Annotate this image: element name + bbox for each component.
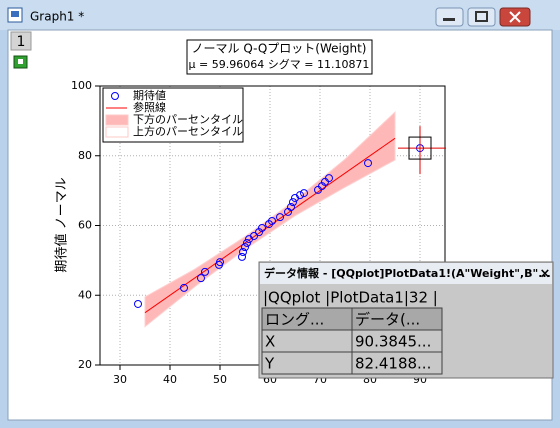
data-point — [197, 274, 205, 283]
data-point — [134, 299, 142, 308]
data-point — [287, 203, 295, 212]
data-point — [250, 231, 258, 240]
x-tick-label: 40 — [163, 373, 177, 386]
reference-line — [144, 137, 396, 314]
legend-label: 参照線 — [133, 100, 166, 114]
data-point — [243, 238, 251, 247]
chart-subtitle: μ = 59.96064 シグマ = 11.10871 — [189, 57, 370, 71]
x-tick-label: 30 — [113, 373, 127, 386]
data-point — [325, 174, 333, 183]
legend-label: 期待値 — [133, 88, 166, 102]
panel-path: |QQplot |PlotData1|32 | — [263, 289, 438, 307]
cell-text: 82.4188... — [355, 355, 431, 373]
header-text: データ(... — [355, 311, 420, 329]
data-point — [258, 223, 266, 232]
close-glyph — [509, 11, 521, 23]
title-box — [186, 39, 373, 75]
maximize-button[interactable] — [467, 7, 496, 27]
data-point — [238, 252, 246, 261]
panel-title: データ情報 - [QQplot]PlotData1!(A"Weight",B".… — [264, 266, 551, 280]
data-point — [268, 216, 276, 225]
legend-symbol — [111, 92, 119, 100]
cell — [261, 329, 353, 353]
title-bar — [0, 0, 560, 30]
panel-title-bar — [260, 263, 552, 284]
x-tick-label: 50 — [213, 373, 227, 386]
cursor-box — [408, 136, 432, 160]
minimize-button[interactable] — [435, 7, 464, 27]
legend-label: 上方のパーセンタイル — [133, 124, 243, 138]
info-panel: データ情報 - [QQplot]PlotData1!(A"Weight",B".… — [258, 261, 554, 379]
data-point — [239, 248, 247, 257]
data-point — [289, 198, 297, 207]
panel-close[interactable]: × — [540, 267, 551, 282]
cell-text: X — [265, 333, 275, 351]
y-tick-label: 100 — [71, 79, 92, 92]
legend-symbol — [105, 126, 129, 138]
percentile-band — [144, 110, 396, 328]
data-point — [216, 258, 224, 267]
layer-tab[interactable] — [10, 31, 32, 51]
cell — [351, 351, 443, 375]
lock-glyph — [18, 59, 23, 64]
data-point — [276, 213, 284, 222]
data-point — [300, 189, 308, 198]
data-point — [180, 283, 188, 292]
cell-text: Y — [264, 355, 275, 373]
layer-number: 1 — [17, 34, 26, 50]
legend-label: 下方のパーセンタイル — [133, 112, 243, 126]
maximize-glyph — [475, 11, 488, 22]
y-axis-label: 期待値 ノーマル — [54, 177, 70, 272]
window-title: Graph1 * — [30, 10, 84, 24]
data-point — [296, 191, 304, 200]
y-tick-label: 60 — [78, 219, 92, 232]
cell-text: 90.3845... — [355, 333, 431, 351]
data-point — [364, 159, 372, 168]
data-point — [201, 267, 209, 276]
window-icon-graph — [11, 11, 19, 17]
y-tick-label: 40 — [78, 288, 92, 301]
header-text: ロング... — [265, 311, 324, 329]
minimize-glyph — [443, 18, 455, 21]
y-tick-label: 80 — [78, 149, 92, 162]
chart-title: ノーマル Q-Qプロット(Weight) — [192, 42, 367, 56]
cell — [261, 351, 353, 375]
y-tick-label: 20 — [78, 358, 92, 371]
data-point — [241, 243, 249, 252]
legend-symbol — [105, 114, 129, 126]
